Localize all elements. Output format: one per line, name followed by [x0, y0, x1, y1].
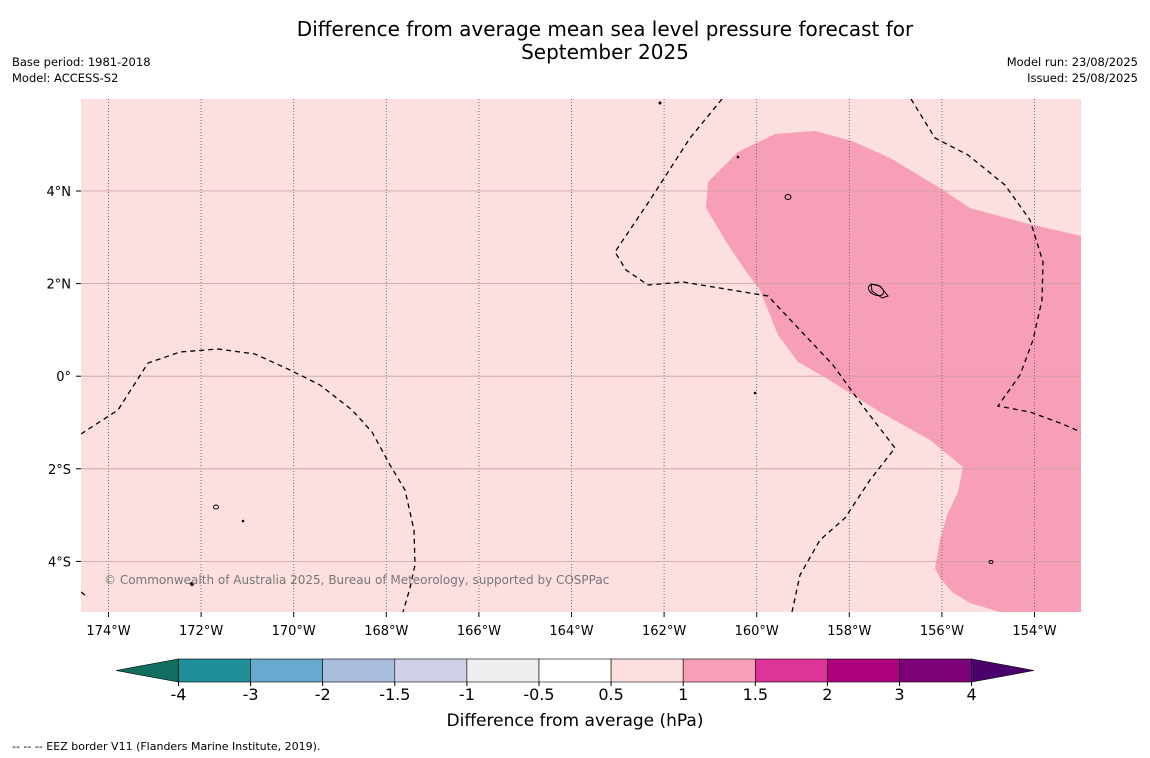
colorbar-swatch — [178, 658, 251, 683]
model-label: Model: ACCESS-S2 — [12, 71, 119, 85]
colorbar-swatches — [115, 658, 1035, 683]
colorbar-swatch — [466, 658, 540, 683]
colorbar-tick-label: -1.5 — [379, 685, 410, 704]
colorbar-tick-label: 4 — [967, 685, 977, 704]
colorbar-swatch — [538, 658, 612, 683]
island-small-2 — [190, 582, 194, 586]
title-line-1: Difference from average mean sea level p… — [296, 17, 914, 41]
colorbar-tick-label: 0.5 — [598, 685, 623, 704]
colorbar-tick-label: 3 — [894, 685, 904, 704]
eez-borders — [81, 99, 1081, 612]
anomaly-region-1-to-1-5 — [706, 131, 1081, 612]
colorbar-extend-low — [115, 658, 179, 683]
colorbar-swatch — [394, 658, 468, 683]
colorbar-swatch — [682, 658, 756, 683]
colorbar-swatch — [250, 658, 324, 683]
longitude-tick-label: 156°W — [920, 624, 964, 639]
colorbar-tick-label: -1 — [459, 685, 475, 704]
island-howland — [213, 504, 219, 510]
latitude-tick-label: 0° — [56, 370, 71, 385]
longitude-tick-labels: 174°W 172°W 170°W 168°W 166°W 164°W 162°W 160°W… — [86, 612, 1057, 639]
colorbar-swatch — [322, 658, 396, 683]
longitude-tick-label: 162°W — [642, 624, 686, 639]
longitude-tick-label: 172°W — [179, 624, 223, 639]
model-run-label: Model run: 23/08/2025 — [1006, 55, 1138, 69]
colorbar-swatch — [754, 658, 828, 683]
parallel-gridlines — [81, 190, 1081, 562]
issued-label: Issued: 25/08/2025 — [1027, 71, 1138, 85]
colorbar-swatch — [899, 658, 972, 683]
colorbar: -4 -3 -2 -1.5 -1 -0.5 0.5 1 1.5 2 3 4 Difference fr… — [115, 658, 1035, 731]
longitude-tick-label: 174°W — [86, 624, 130, 639]
colorbar-extend-high — [971, 658, 1035, 683]
copyright-notice: © Commonwealth of Australia 2025, Bureau… — [104, 573, 609, 587]
eez-footnote: -- -- -- EEZ border V11 (Flanders Marine… — [12, 740, 321, 753]
colorbar-tick-label: -0.5 — [523, 685, 554, 704]
longitude-tick-label: 170°W — [272, 624, 316, 639]
colorbar-tick-label: -2 — [315, 685, 331, 704]
map-panel: © Commonwealth of Australia 2025, Bureau… — [81, 99, 1081, 612]
island-small-3 — [658, 101, 662, 105]
longitude-tick-label: 168°W — [364, 624, 408, 639]
eez-border-line-islands-north — [614, 99, 896, 612]
island-kiritimati-lagoon — [870, 283, 889, 299]
latitude-tick-labels: 4°N 2°N 0° 2°S 4°S — [47, 185, 81, 570]
latitude-tick-label: 4°N — [47, 185, 72, 200]
latitude-tick-label: 2°S — [48, 463, 71, 478]
island-malden — [988, 560, 994, 564]
longitude-tick-label: 164°W — [549, 624, 593, 639]
run-info: Model run: 23/08/2025 Issued: 25/08/2025 — [1007, 54, 1138, 86]
colorbar-swatch — [610, 658, 684, 683]
eez-border-west — [81, 348, 416, 612]
colorbar-title: Difference from average (hPa) — [447, 711, 704, 731]
longitude-tick-label: 158°W — [827, 624, 871, 639]
eez-border-southwest-corner — [81, 591, 87, 597]
latitude-tick-label: 4°S — [48, 555, 71, 570]
colorbar-tick-label: 1 — [678, 685, 688, 704]
island-small-4 — [736, 155, 740, 159]
islands — [190, 101, 994, 586]
longitude-tick-label: 166°W — [457, 624, 501, 639]
eez-border-line-islands-east — [910, 99, 1081, 433]
island-tabuaeran — [784, 194, 792, 200]
base-period-label: Base period: 1981-2018 — [12, 55, 151, 69]
colorbar-tick-labels: -4 -3 -2 -1.5 -1 -0.5 0.5 1 1.5 2 3 4 — [171, 682, 977, 704]
longitude-tick-label: 154°W — [1012, 624, 1056, 639]
colorbar-tick-label: -4 — [171, 685, 187, 704]
colorbar-swatch — [827, 658, 900, 683]
island-jarvis — [753, 391, 757, 395]
model-info: Base period: 1981-2018 Model: ACCESS-S2 — [12, 54, 151, 86]
map-title: Difference from average mean sea level p… — [200, 18, 1010, 64]
colorbar-tick-label: 1.5 — [743, 685, 768, 704]
latitude-tick-label: 2°N — [47, 278, 72, 293]
longitude-tick-label: 160°W — [735, 624, 779, 639]
colorbar-tick-label: 2 — [822, 685, 832, 704]
colorbar-tick-label: -3 — [243, 685, 259, 704]
island-small-1 — [241, 519, 245, 523]
title-line-2: September 2025 — [521, 40, 689, 64]
